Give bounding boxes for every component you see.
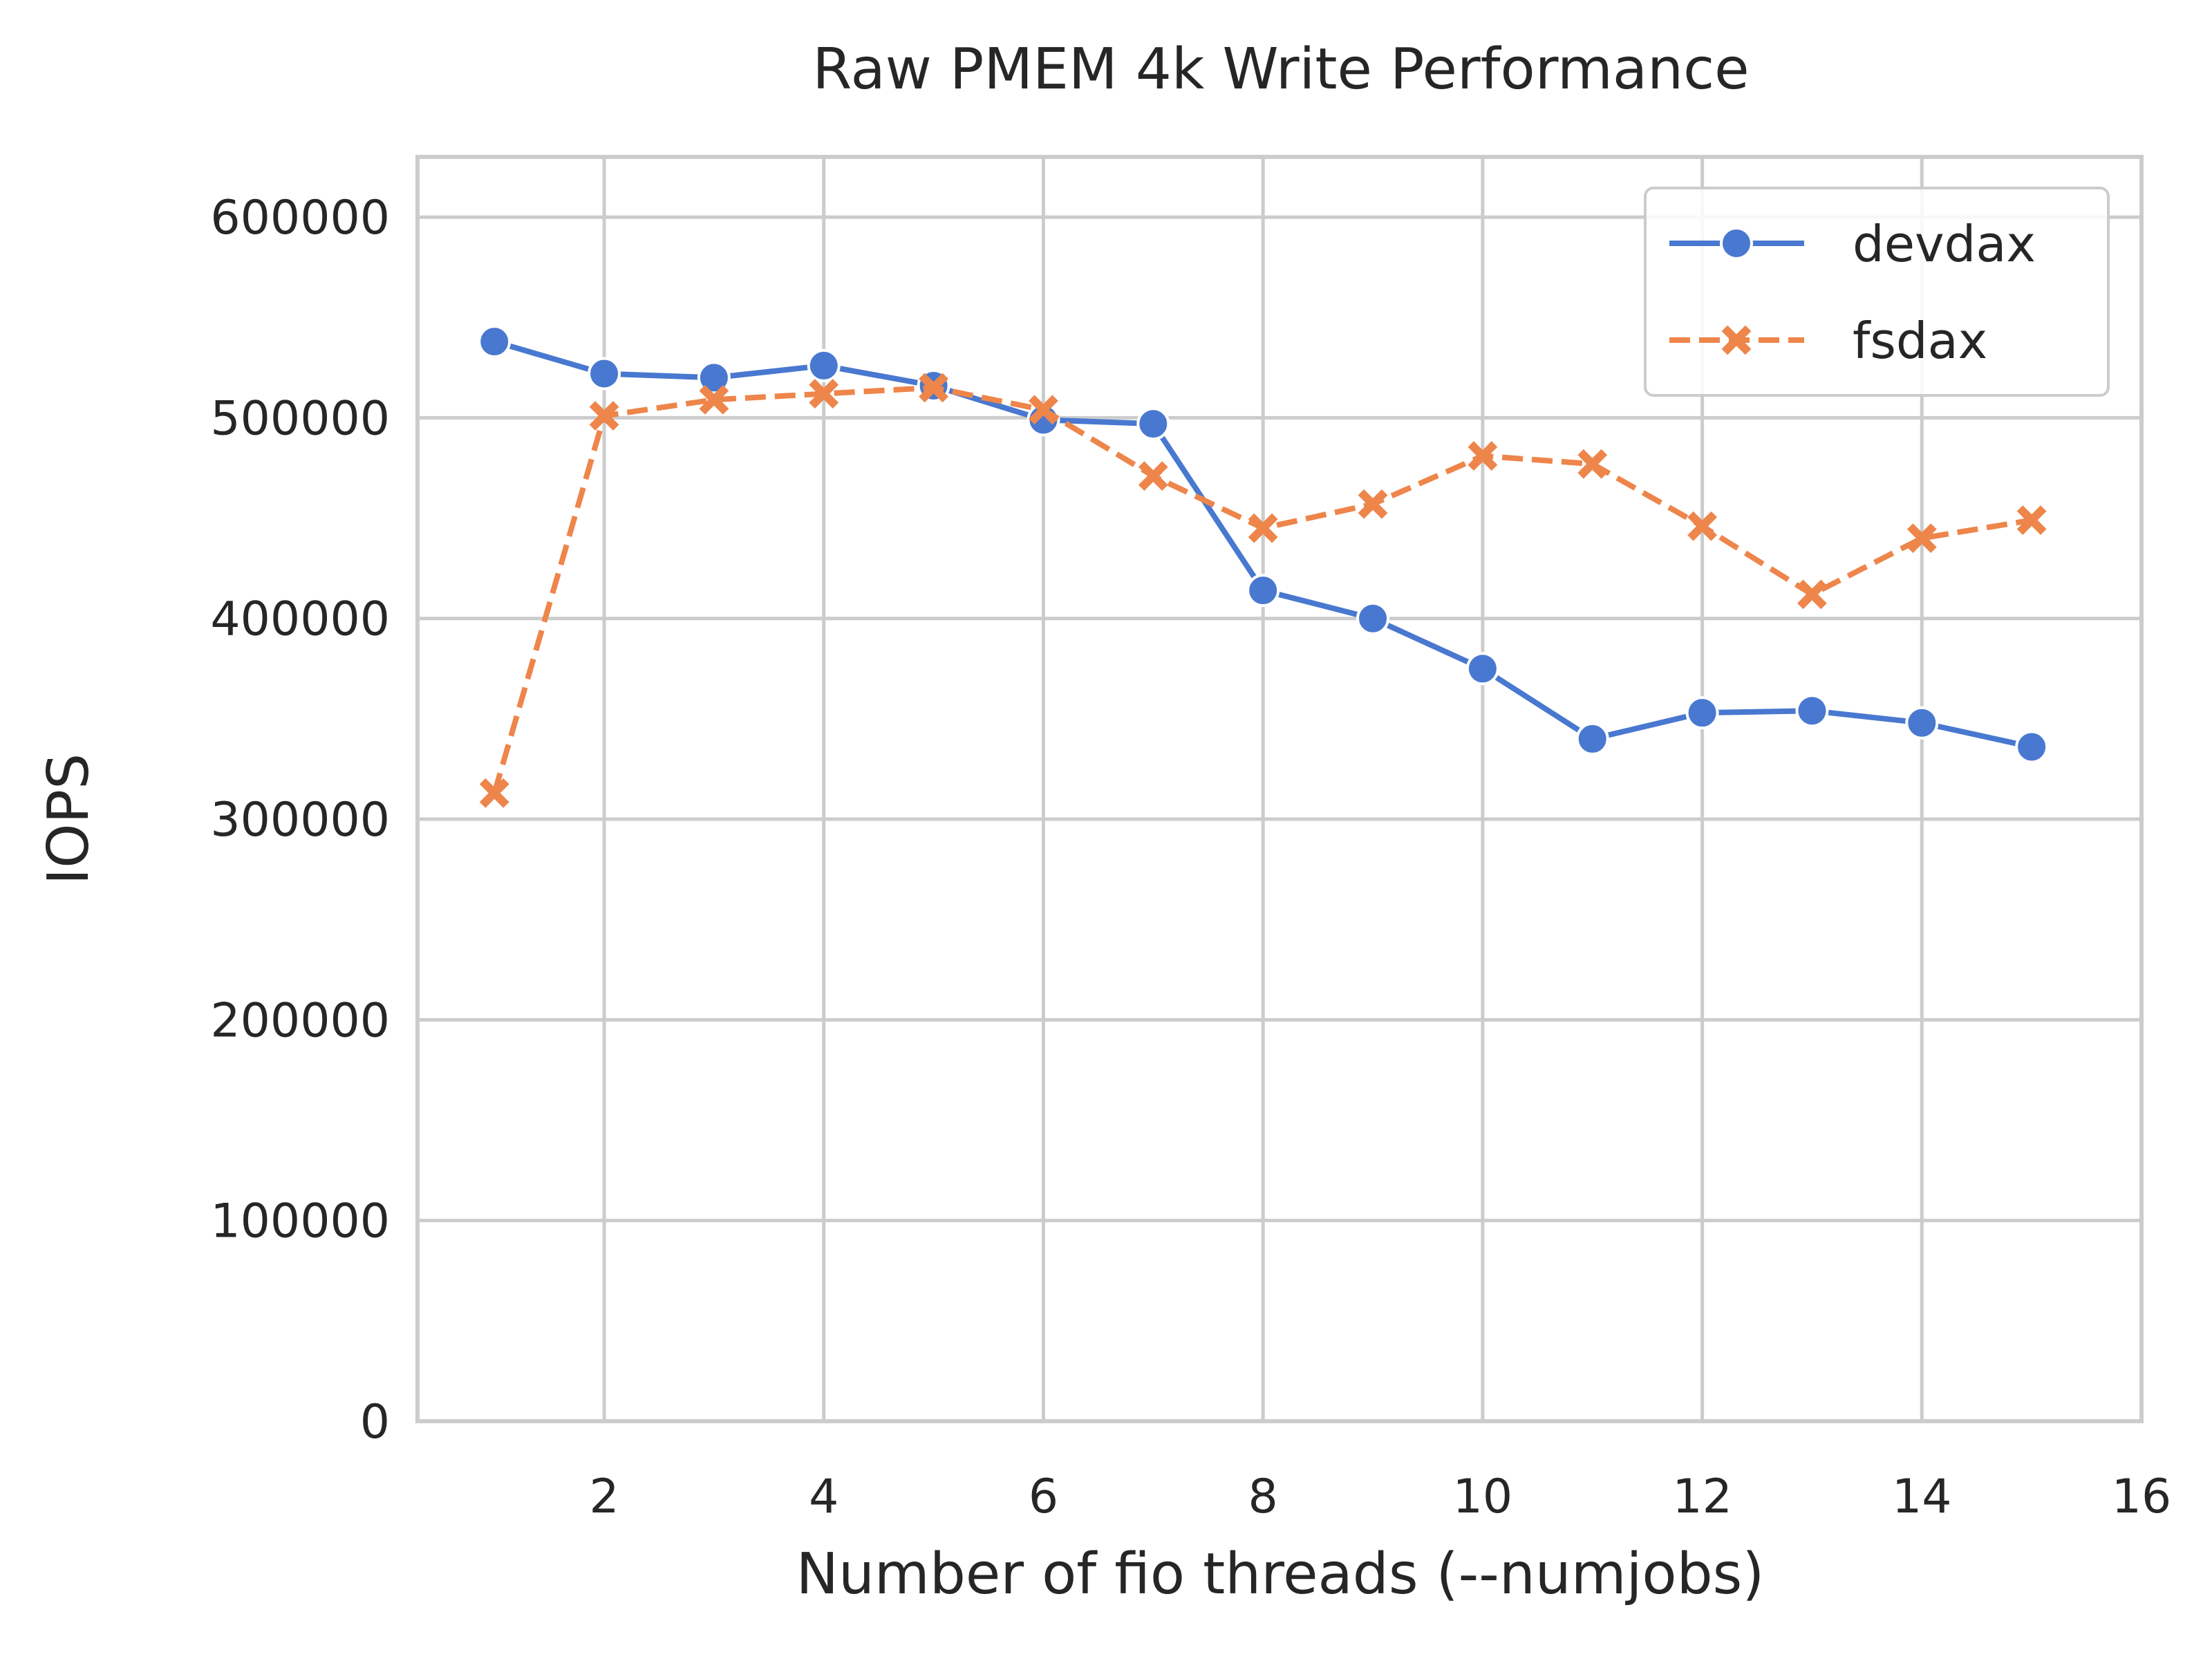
devdax-point: [697, 361, 731, 395]
devdax-series: [478, 325, 2049, 764]
y-tick-label: 400000: [210, 592, 390, 647]
fsdax-point: [809, 379, 839, 409]
devdax-point: [807, 348, 841, 382]
fsdax-point: [1577, 449, 1608, 479]
fsdax-point: [1906, 523, 1937, 554]
fsdax-point: [1468, 441, 1498, 471]
fsdax-series: [479, 373, 2047, 808]
y-tick-label: 0: [360, 1395, 390, 1450]
x-tick-label: 16: [2112, 1470, 2172, 1524]
x-tick-label: 14: [1892, 1470, 1952, 1524]
devdax-point: [1465, 652, 1499, 686]
legend-label-devdax: devdax: [1853, 215, 2036, 273]
legend-marker-fsdax: [1721, 325, 1752, 355]
legend-marker-devdax: [1720, 227, 1753, 260]
x-tick-label: 6: [1029, 1470, 1058, 1524]
devdax-point: [1685, 696, 1719, 730]
y-tick-label: 100000: [210, 1194, 390, 1249]
fsdax-point: [1687, 511, 1717, 541]
legend-entry-fsdax: fsdax: [1669, 312, 1987, 370]
devdax-point: [1136, 407, 1170, 441]
fsdax-point: [919, 373, 949, 403]
fsdax-point: [1029, 395, 1058, 425]
devdax-point: [2015, 730, 2049, 764]
fsdax-point: [699, 384, 729, 415]
chart-title: Raw PMEM 4k Write Performance: [812, 37, 1749, 102]
x-tick-label: 2: [589, 1470, 619, 1524]
fsdax-point: [1138, 461, 1168, 491]
x-tick-label: 10: [1453, 1470, 1513, 1524]
legend: devdax fsdax: [1644, 187, 2110, 397]
y-tick-label: 500000: [210, 391, 390, 446]
devdax-point: [1795, 694, 1829, 728]
fsdax-point: [1248, 513, 1278, 543]
legend-box: [1644, 187, 2110, 397]
fsdax-point: [1358, 489, 1388, 519]
legend-label-fsdax: fsdax: [1853, 312, 1987, 370]
tick-labels: 2 4 6 8 10 12 14 16 0 100000 200000 300000 400000 500…: [210, 191, 2171, 1524]
fsdax-point: [1797, 579, 1827, 610]
devdax-point: [1575, 722, 1609, 756]
devdax-point: [1246, 574, 1280, 608]
plot-frame: [415, 155, 2144, 1423]
fsdax-point: [479, 778, 509, 808]
legend-entry-devdax: devdax: [1669, 215, 2036, 273]
devdax-point: [478, 325, 512, 359]
y-tick-label: 300000: [210, 793, 390, 847]
x-tick-label: 8: [1248, 1470, 1278, 1524]
devdax-point: [1905, 706, 1939, 740]
series-layer: [478, 325, 2049, 808]
y-axis-label: IOPS: [36, 753, 102, 885]
fsdax-point: [2016, 505, 2047, 535]
devdax-point: [1356, 601, 1390, 635]
fsdax-point: [589, 401, 619, 431]
y-tick-label: 200000: [210, 993, 390, 1048]
x-axis-label: Number of fio threads (--numjobs): [796, 1541, 1765, 1607]
y-tick-label: 600000: [210, 191, 390, 245]
devdax-point: [588, 357, 621, 391]
x-tick-label: 12: [1672, 1470, 1732, 1524]
x-tick-label: 4: [809, 1470, 838, 1524]
